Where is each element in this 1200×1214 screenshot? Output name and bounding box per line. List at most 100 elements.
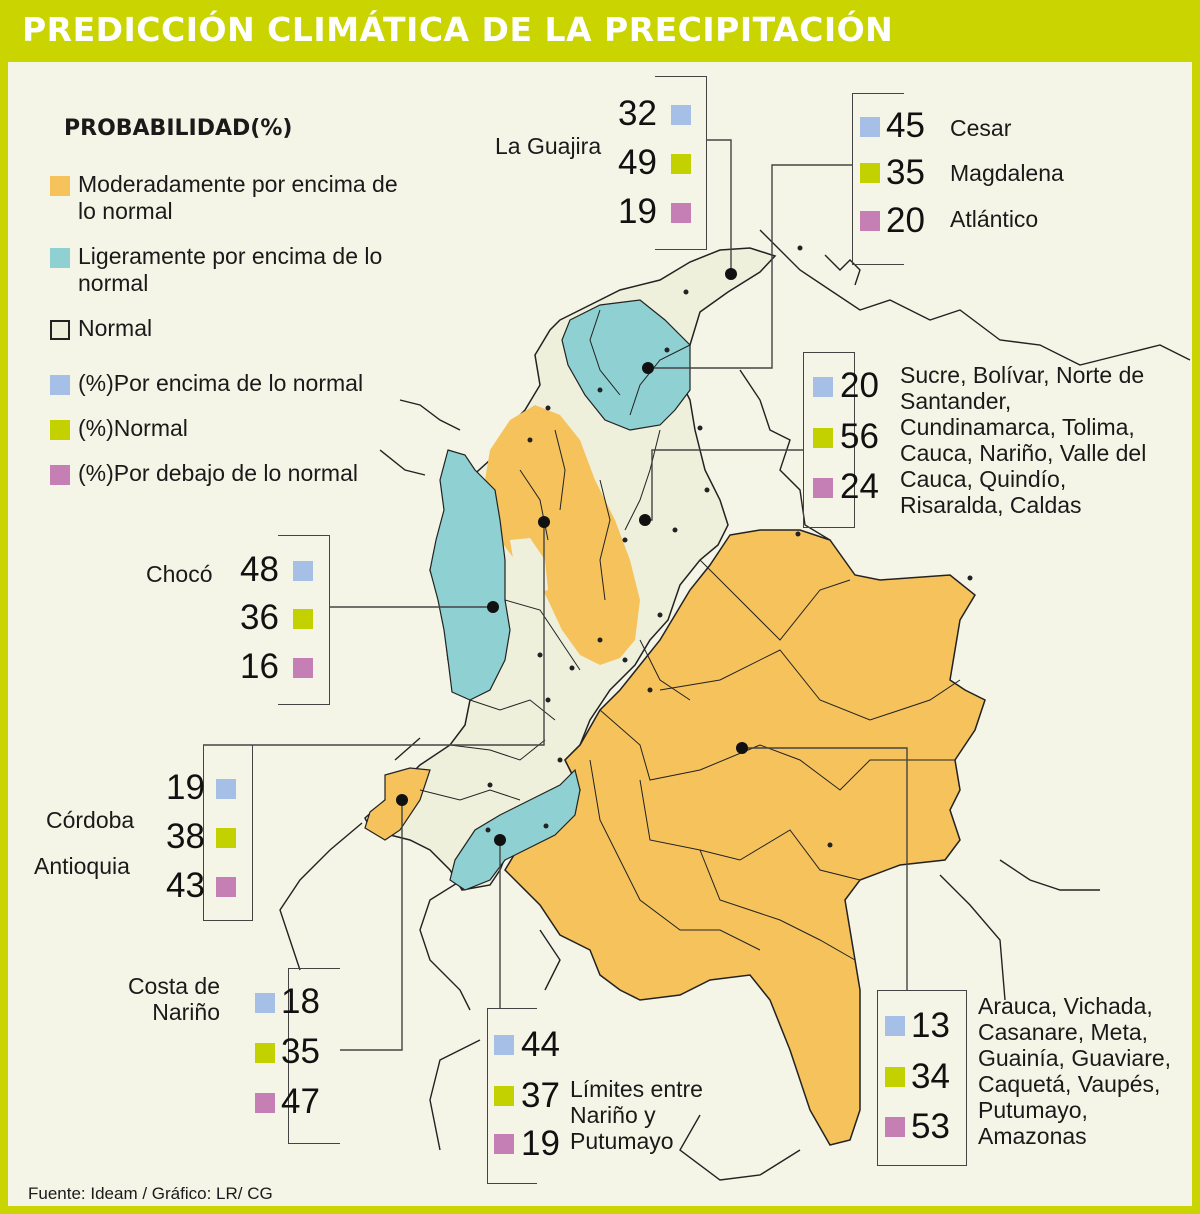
legend-item-slight: Ligeramente por encima de lo normal — [48, 243, 408, 297]
swatch-blue — [216, 779, 236, 799]
value-costa-normal: 35 — [281, 1032, 320, 1071]
legend-swatch-teal — [50, 248, 70, 268]
value-sucre-below: 24 — [840, 467, 879, 506]
value-limites-below: 19 — [521, 1124, 560, 1163]
value-oriente-below: 53 — [911, 1107, 950, 1146]
legend-label: (%)Por debajo de lo normal — [78, 460, 358, 486]
value-cesar-above: 45 — [886, 106, 925, 145]
legend: PROBABILIDAD(%) Moderadamente por encima… — [48, 116, 408, 505]
swatch-green — [885, 1067, 905, 1087]
swatch-pink — [216, 877, 236, 897]
bracket-oriente — [877, 990, 967, 1166]
value-cesar-normal: 35 — [886, 153, 925, 192]
value-choco-normal: 36 — [240, 598, 279, 637]
key-points — [396, 268, 748, 846]
legend-item-moderate: Moderadamente por encima de lo normal — [48, 171, 408, 225]
value-guajira-above: 32 — [618, 94, 657, 133]
legend-swatch-pink — [50, 465, 70, 485]
title-bar: PREDICCIÓN CLIMÁTICA DE LA PRECIPITACIÓN — [0, 0, 1200, 62]
city-dots — [485, 245, 973, 848]
colombia-map — [203, 139, 1191, 1181]
legend-item-above: (%)Por encima de lo normal — [48, 370, 408, 397]
legend-item-normal-pct: (%)Normal — [48, 415, 408, 442]
swatch-pink — [494, 1134, 514, 1154]
map-region-teal-narino-putumayo — [449, 768, 581, 891]
bracket-cordoba — [203, 745, 253, 921]
map-region-teal-cesar — [561, 299, 691, 431]
legend-swatch-blue — [50, 375, 70, 395]
region-label-antioquia: Antioquia — [34, 853, 130, 879]
value-sucre-normal: 56 — [840, 417, 879, 456]
region-label-cesar: Cesar — [950, 115, 1012, 141]
legend-label: (%)Normal — [78, 415, 188, 441]
value-choco-above: 48 — [240, 550, 279, 589]
page-title: PREDICCIÓN CLIMÁTICA DE LA PRECIPITACIÓN — [22, 10, 894, 49]
region-label-magdalena: Magdalena — [950, 160, 1064, 186]
swatch-green — [255, 1043, 275, 1063]
swatch-pink — [671, 203, 691, 223]
value-choco-below: 16 — [240, 647, 279, 686]
legend-item-normal: Normal — [48, 315, 408, 342]
map-region-orange-antioquia — [485, 405, 640, 665]
value-guajira-normal: 49 — [618, 143, 657, 182]
swatch-blue — [293, 561, 313, 581]
swatch-pink — [293, 658, 313, 678]
swatch-blue — [671, 105, 691, 125]
region-label-atlantico: Atlántico — [950, 206, 1039, 232]
region-label-choco: Chocó — [146, 561, 213, 587]
region-label-costa-narino: Costa de Nariño — [127, 973, 220, 1025]
legend-label: Moderadamente por encima de lo normal — [78, 171, 398, 224]
source-credit: Fuente: Ideam / Gráfico: LR/ CG — [28, 1184, 273, 1203]
swatch-green — [216, 828, 236, 848]
map-region-teal-choco — [429, 449, 511, 701]
swatch-green — [813, 428, 833, 448]
value-limites-normal: 37 — [521, 1076, 560, 1115]
swatch-blue — [860, 117, 880, 137]
map-region-normal-antioquia-hole — [510, 538, 548, 595]
value-limites-above: 44 — [521, 1025, 560, 1064]
legend-label: Ligeramente por encima de lo normal — [78, 243, 383, 296]
department-borders — [419, 309, 961, 961]
value-sucre-above: 20 — [840, 366, 879, 405]
swatch-blue — [885, 1016, 905, 1036]
bracket-cesar — [852, 93, 904, 265]
value-cesar-below: 20 — [886, 201, 925, 240]
map-region-orange-east — [504, 529, 986, 1146]
legend-swatch-orange — [50, 176, 70, 196]
region-label-sucre: Sucre, Bolívar, Norte de Santander, Cund… — [900, 362, 1147, 518]
swatch-green — [494, 1086, 514, 1106]
swatch-pink — [255, 1093, 275, 1113]
region-label-limites: Límites entre Nariño y Putumayo — [570, 1076, 703, 1154]
legend-item-below: (%)Por debajo de lo normal — [48, 460, 408, 487]
swatch-blue — [494, 1035, 514, 1055]
bracket-sucre — [803, 352, 855, 528]
swatch-blue — [813, 377, 833, 397]
value-oriente-above: 13 — [911, 1006, 950, 1045]
value-cordoba-normal: 38 — [166, 817, 205, 856]
legend-label: (%)Por encima de lo normal — [78, 370, 364, 396]
swatch-green — [293, 609, 313, 629]
value-oriente-normal: 34 — [911, 1057, 950, 1096]
value-guajira-below: 19 — [618, 192, 657, 231]
region-label-cordoba: Córdoba — [46, 807, 135, 833]
legend-heading: PROBABILIDAD(%) — [64, 116, 293, 141]
bracket-choco — [278, 535, 330, 705]
region-label-guajira: La Guajira — [495, 133, 602, 159]
swatch-green — [671, 154, 691, 174]
legend-swatch-normal — [50, 320, 70, 340]
swatch-pink — [885, 1117, 905, 1137]
map-region-orange-narino-coast — [364, 767, 431, 841]
value-costa-below: 47 — [281, 1082, 320, 1121]
bracket-costa-narino — [288, 968, 340, 1144]
legend-label: Normal — [78, 315, 153, 341]
bracket-limites — [487, 1008, 537, 1184]
bracket-guajira — [655, 76, 707, 250]
value-cordoba-below: 43 — [166, 866, 205, 905]
legend-swatch-green — [50, 420, 70, 440]
swatch-green — [860, 163, 880, 183]
swatch-pink — [813, 478, 833, 498]
swatch-pink — [860, 211, 880, 231]
swatch-blue — [255, 993, 275, 1013]
value-costa-above: 18 — [281, 982, 320, 1021]
value-cordoba-above: 19 — [166, 768, 205, 807]
